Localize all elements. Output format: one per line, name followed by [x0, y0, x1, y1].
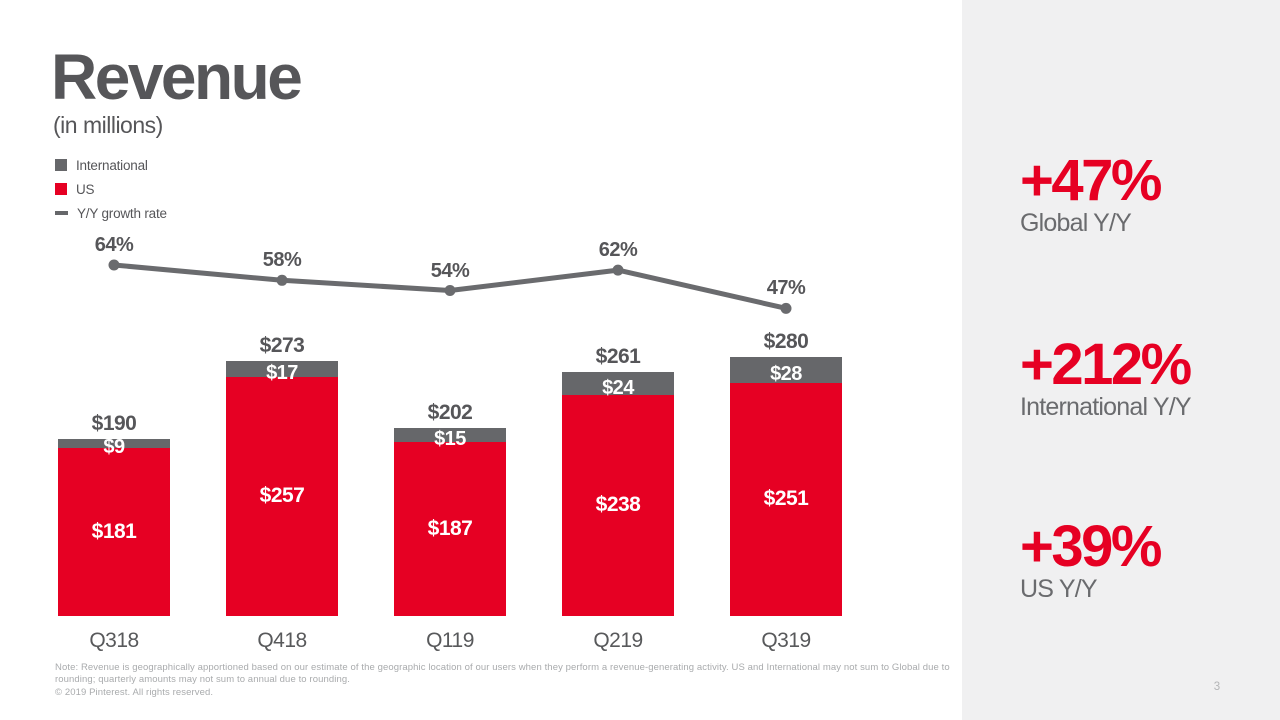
bar-international-label-Q418: $17 — [266, 362, 298, 385]
growth-label-Q318: 64% — [94, 234, 134, 256]
growth-point-Q319 — [780, 302, 792, 314]
legend-item-y-y-growth-rate: Y/Y growth rate — [55, 201, 167, 225]
page-subtitle: (in millions) — [53, 112, 163, 138]
bar-segment-us-Q418 — [226, 376, 338, 616]
stats-panel: +47% Global Y/Y +212% International Y/Y … — [962, 0, 1280, 720]
page-title: Revenue — [51, 41, 303, 113]
stat-international-yy: +212% International Y/Y — [1020, 332, 1192, 422]
copyright: © 2019 Pinterest. All rights reserved. — [55, 686, 214, 698]
bar-total-label-Q418: $273 — [259, 334, 305, 358]
stat-us-yy-value: +39% — [1020, 514, 1162, 579]
bar-segment-international-Q119 — [394, 428, 506, 443]
x-axis-label-Q119: Q119 — [426, 629, 474, 652]
bar-us-label-Q119: $187 — [427, 517, 473, 541]
stat-global-yy: +47% Global Y/Y — [1020, 148, 1162, 238]
bar-segment-us-Q219 — [562, 394, 674, 616]
legend-square-icon — [55, 159, 67, 171]
footnote: Note: Revenue is geographically apportio… — [55, 662, 950, 699]
bar-total-label-Q119: $202 — [427, 401, 473, 425]
x-axis-label-Q219: Q219 — [593, 629, 643, 652]
bar-segment-us-Q119 — [394, 442, 506, 616]
bar-international-label-Q119: $15 — [434, 428, 466, 451]
growth-point-Q418 — [276, 274, 288, 286]
legend-item-label: US — [76, 181, 95, 197]
legend: International US Y/Y growth rate — [55, 153, 167, 225]
bar-international-label-Q318: $9 — [103, 436, 125, 459]
bar-segment-international-Q319 — [730, 356, 842, 383]
chart-area: Revenue (in millions) International US Y/Y… — [51, 41, 950, 699]
bar-us-label-Q318: $181 — [91, 519, 137, 543]
page-number: 3 — [1213, 681, 1221, 693]
bar-us-label-Q319: $251 — [763, 487, 809, 511]
bar-international-label-Q219: $24 — [602, 376, 634, 399]
bar-total-label-Q319: $280 — [763, 329, 809, 353]
stat-international-yy-label: International Y/Y — [1020, 393, 1192, 421]
stat-us-yy: +39% US Y/Y — [1020, 514, 1162, 604]
stat-global-yy-value: +47% — [1020, 148, 1162, 213]
bar-total-label-Q219: $261 — [595, 345, 641, 369]
bar-total-label-Q318: $190 — [91, 412, 137, 436]
growth-label-Q119: 54% — [430, 259, 470, 282]
bar-international-label-Q319: $28 — [770, 362, 802, 385]
stat-us-yy-label: US Y/Y — [1020, 575, 1098, 603]
bar-segment-international-Q318 — [58, 439, 170, 448]
bar-us-label-Q219: $238 — [595, 493, 641, 517]
revenue-chart: $190 $9 $181 Q318 $273 $17 $257 Q418 $202 $15 $187… — [58, 234, 842, 652]
growth-label-Q418: 58% — [262, 249, 302, 272]
bar-segment-us-Q318 — [58, 447, 170, 616]
stat-international-yy-value: +212% — [1020, 332, 1192, 397]
stat-global-yy-label: Global Y/Y — [1020, 209, 1132, 237]
x-axis-label-Q418: Q418 — [257, 629, 307, 652]
bar-segment-international-Q418 — [226, 361, 338, 377]
growth-point-Q318 — [108, 259, 120, 271]
footnote-line-2: rounding; quarterly amounts may not sum … — [55, 674, 350, 686]
growth-label-Q319: 47% — [766, 277, 806, 300]
growth-rate-line — [108, 259, 792, 314]
legend-item-us: US — [55, 177, 167, 201]
growth-point-Q219 — [612, 264, 624, 276]
growth-point-Q119 — [444, 285, 456, 296]
legend-item-international: International — [55, 153, 167, 177]
bar-segment-us-Q319 — [730, 382, 842, 616]
legend-dash-icon — [55, 211, 68, 215]
bar-segment-international-Q219 — [562, 372, 674, 395]
footnote-line-1: Note: Revenue is geographically apportio… — [55, 662, 950, 673]
legend-item-label: Y/Y growth rate — [77, 205, 167, 221]
growth-label-Q219: 62% — [598, 239, 638, 262]
bar-us-label-Q418: $257 — [259, 484, 305, 508]
legend-item-label: International — [76, 157, 148, 173]
legend-square-icon — [55, 183, 67, 195]
x-axis-label-Q318: Q318 — [89, 629, 139, 652]
x-axis-label-Q319: Q319 — [761, 629, 811, 652]
